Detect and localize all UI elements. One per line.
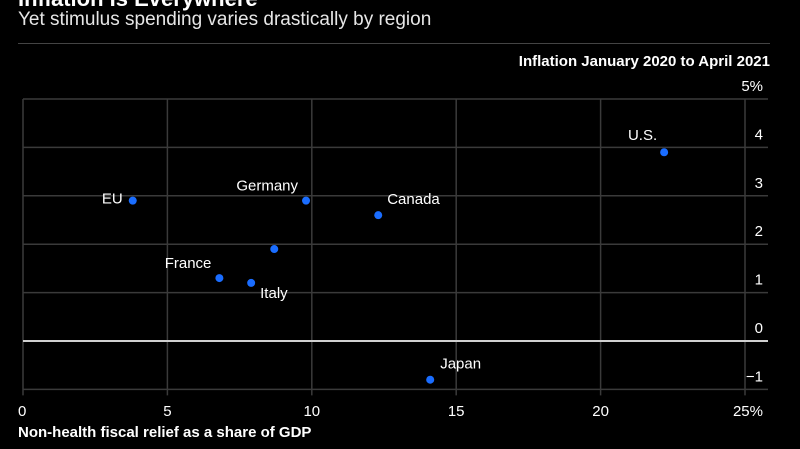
header-divider [18, 43, 770, 44]
x-tick-label: 15 [448, 403, 465, 420]
point-label: EU [102, 191, 123, 208]
data-point [128, 196, 137, 205]
x-tick-label: 10 [303, 403, 320, 420]
point-label: U.S. [628, 127, 657, 144]
chart-subtitle: Yet stimulus spending varies drastically… [18, 9, 432, 30]
x-tick-label: 5 [163, 403, 171, 420]
data-point [215, 274, 224, 283]
data-point [270, 245, 279, 254]
chart-title: Inflation Is Everywhere [18, 0, 258, 12]
data-point [660, 148, 669, 157]
data-point [247, 278, 256, 287]
point-label: Italy [260, 285, 288, 302]
y-tick-label: 3 [755, 175, 763, 192]
y-tick-label: 0 [755, 320, 763, 337]
y-tick-label: 2 [755, 223, 763, 240]
point-label: Germany [236, 178, 298, 195]
point-label: Japan [440, 356, 481, 373]
data-point [426, 375, 435, 384]
y-tick-label: −1 [746, 368, 763, 385]
y-tick-label: 4 [755, 126, 763, 143]
point-label: Canada [387, 191, 440, 208]
x-tick-label: 25% [733, 403, 763, 420]
y-tick-label: 5% [741, 78, 763, 95]
y-tick-label: 1 [755, 272, 763, 289]
x-tick-label: 20 [592, 403, 609, 420]
data-point [374, 211, 383, 220]
x-tick-label: 0 [18, 403, 26, 420]
x-axis-label: Non-health fiscal relief as a share of G… [18, 424, 312, 441]
point-label: France [165, 255, 212, 272]
data-point [302, 196, 311, 205]
y-axis-label: Inflation January 2020 to April 2021 [518, 53, 770, 70]
